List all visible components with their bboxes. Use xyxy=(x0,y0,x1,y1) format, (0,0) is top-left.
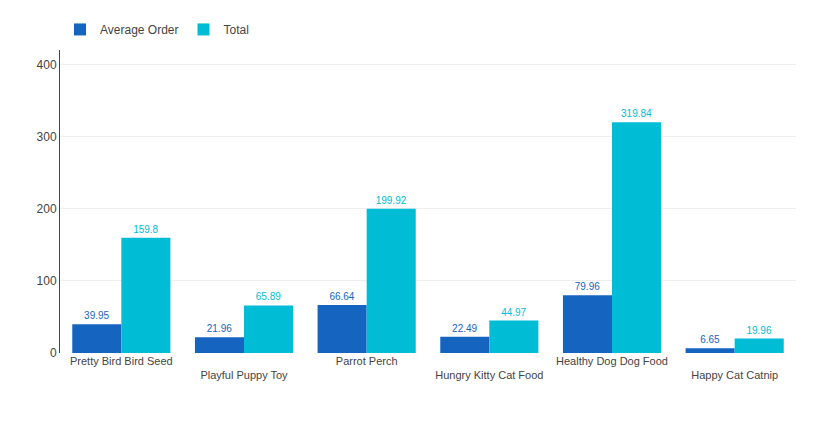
svg-text:Total: Total xyxy=(224,23,249,37)
svg-text:Pretty Bird Bird Seed: Pretty Bird Bird Seed xyxy=(70,355,173,367)
svg-text:Parrot Perch: Parrot Perch xyxy=(336,355,398,367)
svg-text:39.95: 39.95 xyxy=(84,310,109,321)
svg-text:Average Order: Average Order xyxy=(100,23,179,37)
svg-text:21.96: 21.96 xyxy=(207,323,232,334)
svg-text:22.49: 22.49 xyxy=(452,323,477,334)
svg-text:159.8: 159.8 xyxy=(133,224,158,235)
svg-text:19.96: 19.96 xyxy=(746,325,771,336)
svg-text:100: 100 xyxy=(37,274,57,288)
svg-text:6.65: 6.65 xyxy=(700,334,720,345)
svg-text:66.64: 66.64 xyxy=(329,291,354,302)
svg-text:Healthy Dog Dog Food: Healthy Dog Dog Food xyxy=(556,355,668,367)
svg-text:Playful Puppy Toy: Playful Puppy Toy xyxy=(200,369,288,381)
svg-text:44.97: 44.97 xyxy=(501,307,526,318)
svg-text:319.84: 319.84 xyxy=(621,108,652,119)
svg-text:65.89: 65.89 xyxy=(256,291,281,302)
svg-text:300: 300 xyxy=(37,130,57,144)
svg-text:Hungry Kitty Cat Food: Hungry Kitty Cat Food xyxy=(435,369,543,381)
svg-text:0: 0 xyxy=(50,346,57,360)
svg-text:79.96: 79.96 xyxy=(575,281,600,292)
svg-text:400: 400 xyxy=(37,58,57,72)
svg-text:Happy Cat Catnip: Happy Cat Catnip xyxy=(691,369,778,381)
svg-text:199.92: 199.92 xyxy=(376,195,407,206)
svg-text:200: 200 xyxy=(37,202,57,216)
